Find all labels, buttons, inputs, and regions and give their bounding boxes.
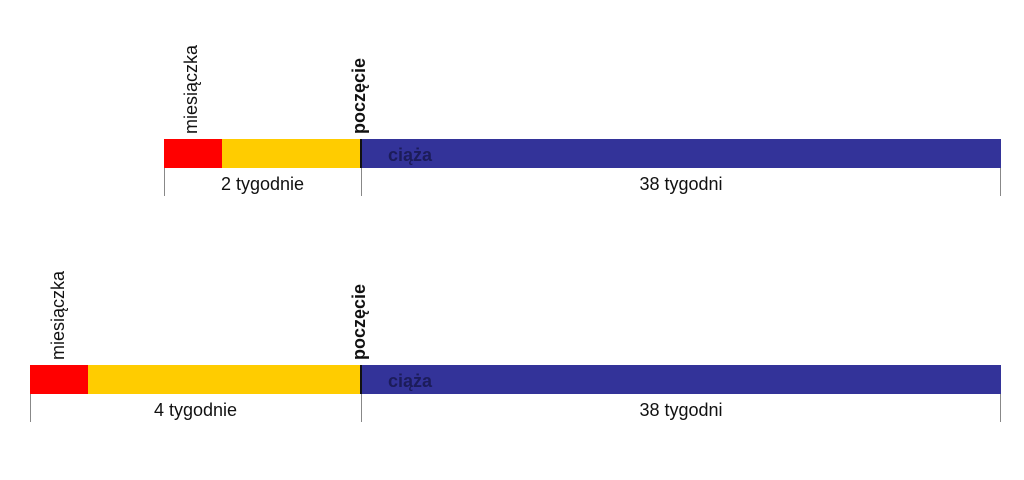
pregnancy-label: ciąża: [388, 371, 433, 391]
pregnancy-segment: [361, 365, 1001, 394]
tick-conception: [361, 168, 362, 196]
pre-conception-segment: [88, 365, 361, 394]
pregnancy-segment: [361, 139, 1001, 168]
pregnancy-span-label: 38 tygodni: [639, 174, 723, 194]
tick-start: [164, 168, 165, 196]
menstruation-label: miesiączka: [181, 44, 201, 134]
timeline-2-weeks: miesiączka poczęcie ciąża 2 tygodnie 38 …: [164, 44, 1001, 196]
tick-end: [1000, 168, 1001, 196]
pregnancy-label: ciąża: [388, 145, 433, 165]
menstruation-label: miesiączka: [48, 270, 68, 360]
conception-marker: [360, 139, 362, 168]
tick-start: [30, 394, 31, 422]
pregnancy-span-label: 38 tygodni: [639, 400, 723, 420]
pre-span-label: 2 tygodnie: [220, 174, 305, 194]
pre-conception-segment: [222, 139, 361, 168]
tick-conception: [361, 394, 362, 422]
menstruation-segment: [30, 365, 88, 394]
timeline-4-weeks: miesiączka poczęcie ciąża 4 tygodnie 38 …: [0, 226, 1024, 466]
conception-label: poczęcie: [349, 283, 369, 360]
conception-label: poczęcie: [349, 57, 369, 134]
conception-marker: [360, 365, 362, 394]
menstruation-segment: [164, 139, 222, 168]
tick-end: [1000, 394, 1001, 422]
pre-span-label: 4 tygodnie: [153, 400, 238, 420]
